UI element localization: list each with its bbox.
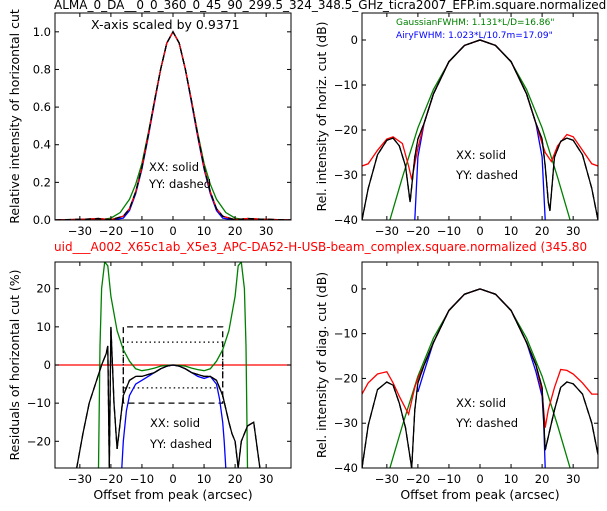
y-tick-label-bl: 10 (36, 320, 51, 334)
y-tick-label-tl: 0.4 (33, 138, 51, 152)
y-tick-label-tl: 0.8 (33, 62, 51, 76)
x-tick-label-bl: −20 (99, 472, 123, 486)
legend-text-tl-1: YY: dashed (148, 177, 211, 191)
y-axis-label-bl: Residuals of horizontal cut (%) (7, 270, 22, 461)
x-tick-label-tl: 10 (197, 224, 212, 238)
series-line-tr-1 (414, 39, 546, 220)
legend-text-br-1: YY: dashed (455, 416, 518, 430)
series-line-tl-3 (55, 30, 291, 220)
y-tick-label-tl: 0.2 (33, 175, 51, 189)
y-tick-label-br: −30 (334, 416, 358, 430)
x-tick-label-bl: 30 (259, 472, 274, 486)
series-line-tl-1 (55, 30, 291, 220)
series-group-tr (362, 39, 598, 220)
x-tick-label-tl: 30 (259, 224, 274, 238)
x-axis-label-bl: Offset from peak (arcsec) (93, 487, 252, 502)
x-tick-label-tl: 20 (228, 224, 243, 238)
x-tick-label-tr: 20 (535, 224, 550, 238)
series-line-bl-6 (76, 326, 261, 468)
series-line-br-1 (417, 288, 546, 468)
y-tick-label-bl: −20 (27, 434, 51, 448)
x-tick-label-tl: −20 (99, 224, 123, 238)
y-tick-label-tr: 0 (351, 33, 358, 47)
y-axis-label-tr: Rel. intensity of horiz. cut (dB) (314, 21, 329, 211)
x-tick-label-tr: 30 (566, 224, 581, 238)
annotation-tr-0: GaussianFWHM: 1.131*L/D=16.86" (396, 18, 554, 28)
y-tick-label-br: 0 (351, 282, 358, 296)
legend-text-bl-1: YY: dashed (149, 437, 212, 451)
x-tick-label-tl: 0 (169, 224, 176, 238)
series-group-tl (55, 30, 291, 220)
y-tick-label-tl: 0.0 (33, 213, 51, 227)
x-tick-label-br: 0 (476, 472, 483, 486)
annotation-tl-0: X-axis scaled by 0.9371 (91, 17, 240, 32)
y-tick-label-tl: 1.0 (33, 25, 51, 39)
series-line-tr-0 (389, 39, 571, 220)
x-tick-label-bl: 20 (228, 472, 243, 486)
legend-text-tr-0: XX: solid (456, 148, 506, 162)
x-tick-label-tl: −30 (68, 224, 92, 238)
panel-bl: −30 −20 −10 0 10 20 30 −20 −10 0 10 20 Residuals of … (7, 261, 292, 502)
x-tick-label-tl: −10 (130, 224, 154, 238)
x-tick-label-br: 20 (535, 472, 550, 486)
x-tick-label-br: −10 (437, 472, 461, 486)
panel-br: −30 −20 −10 0 10 20 30 −40 −30 −20 −10 0 Rel. intens… (314, 261, 599, 502)
x-axis-label-br: Offset from peak (arcsec) (400, 487, 559, 502)
y-tick-label-bl: 20 (36, 282, 51, 296)
title-bottom: uid___A002_X65c1ab_X5e3_APC-DA52-H-USB-b… (54, 240, 587, 254)
series-group-bl (55, 262, 291, 468)
x-tick-label-tr: −10 (437, 224, 461, 238)
series-line-bl-1 (122, 326, 224, 404)
x-tick-label-br: 30 (566, 472, 581, 486)
series-line-tr-4 (362, 39, 598, 220)
legend-text-br-0: XX: solid (456, 396, 506, 410)
y-tick-label-bl: −10 (27, 396, 51, 410)
y-axis-label-br: Rel. intensity of diag. cut (dB) (314, 272, 329, 458)
title-top: ALMA_0_DA__0_0_360_0_45_90_299.5_324_348… (54, 0, 606, 12)
y-tick-label-br: −40 (334, 461, 358, 475)
y-tick-label-tr: −10 (334, 78, 358, 92)
series-line-tl-4 (55, 30, 291, 220)
y-tick-label-tl: 0.6 (33, 100, 51, 114)
legend-text-bl-0: XX: solid (150, 416, 200, 430)
y-tick-label-br: −20 (334, 371, 358, 385)
x-tick-label-bl: −30 (68, 472, 92, 486)
legend-text-tl-0: XX: solid (149, 160, 199, 174)
series-line-br-4 (362, 288, 598, 468)
y-tick-label-tr: −30 (334, 168, 358, 182)
axes-frame-br (361, 261, 599, 469)
x-tick-label-bl: −10 (130, 472, 154, 486)
x-tick-label-tr: 10 (504, 224, 519, 238)
series-line-tl-2 (55, 30, 291, 220)
series-line-br-0 (389, 288, 571, 468)
x-tick-label-tr: −30 (375, 224, 399, 238)
panel-tr: −30 −20 −10 0 10 20 30 −40 −30 −20 −10 0 Rel. intens… (314, 12, 599, 238)
series-line-tl-0 (55, 30, 291, 220)
y-tick-label-br: −10 (334, 327, 358, 341)
panel-tl: −30 −20 −10 0 10 20 30 0.0 0.2 0.4 0.6 0.8 1.0 Relati… (7, 9, 292, 238)
series-group-br (362, 288, 598, 468)
y-tick-label-tr: −40 (334, 213, 358, 227)
x-tick-label-bl: 10 (197, 472, 212, 486)
x-tick-label-br: 10 (504, 472, 519, 486)
x-tick-label-tr: 0 (476, 224, 483, 238)
x-tick-label-tr: −20 (406, 224, 430, 238)
y-axis-label-tl: Relative intensity of horizontal cut (7, 9, 22, 224)
y-tick-label-bl: 0 (44, 358, 51, 372)
x-tick-label-br: −20 (406, 472, 430, 486)
x-tick-label-br: −30 (375, 472, 399, 486)
annotation-tr-1: AiryFWHM: 1.023*L/10.7m=17.09" (396, 31, 553, 41)
series-line-bl-2 (122, 341, 224, 389)
legend-text-tr-1: YY: dashed (455, 168, 518, 182)
y-tick-label-tr: −20 (334, 123, 358, 137)
axes-frame-tr (361, 12, 599, 221)
x-tick-label-bl: 0 (169, 472, 176, 486)
